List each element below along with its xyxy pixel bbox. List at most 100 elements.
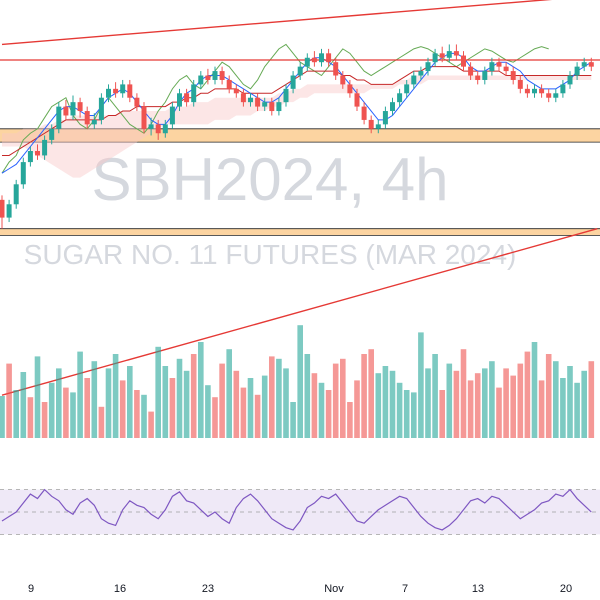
candle [468, 62, 474, 80]
candle [219, 66, 225, 85]
time-axis: 9 16 23 Nov 7 13 20 [28, 583, 572, 595]
ichimoku-cloud [2, 75, 592, 178]
candle-body [354, 93, 360, 107]
candle-body [127, 84, 133, 98]
volume-bar [141, 394, 147, 438]
candle-body [98, 97, 104, 120]
candle-body [503, 66, 509, 72]
candle-body [226, 79, 232, 89]
volume-bar [198, 342, 204, 438]
candle [262, 97, 268, 112]
volume-bar [524, 351, 531, 438]
volume-bar [148, 411, 154, 438]
candle [588, 57, 594, 72]
volume-bar [226, 349, 232, 438]
volume-bar [411, 392, 417, 438]
sr-zone [0, 228, 600, 236]
candle-body [240, 93, 246, 103]
volume-bar [261, 375, 268, 438]
candle-body [6, 204, 12, 218]
candle-body [233, 88, 239, 94]
candle-body [319, 53, 324, 63]
volume-bar [27, 397, 34, 438]
volume-bar [538, 380, 545, 438]
rsi-line [1, 488, 592, 531]
volume-bar [34, 356, 41, 438]
candle [560, 79, 566, 98]
volume-bar [460, 349, 467, 438]
volume-bar [467, 380, 474, 438]
candle-body [198, 75, 204, 85]
volume-bar [567, 366, 573, 438]
candle [184, 88, 190, 107]
candle-body [446, 51, 452, 58]
volume-bar [247, 378, 254, 438]
candle [77, 97, 83, 118]
candle-body [567, 75, 573, 85]
sr-zone [0, 128, 600, 143]
watermark: SBH2024, 4h SUGAR NO. 11 FUTURES (MAR 20… [24, 146, 517, 270]
candle-body [27, 151, 33, 163]
volume-bar [91, 361, 98, 438]
volume-bar [41, 402, 48, 438]
volume-bar [105, 368, 112, 438]
candle [191, 79, 197, 107]
candle-body [546, 93, 552, 98]
candle-body [162, 124, 168, 134]
volume-bar [176, 358, 183, 438]
candle [446, 44, 452, 63]
volume-bar [155, 346, 161, 438]
candle-body [255, 97, 261, 107]
candle-body [482, 71, 488, 80]
candle-body [326, 53, 332, 63]
candle-body [212, 71, 218, 80]
watermark-name: SUGAR NO. 11 FUTURES (MAR 2024) [24, 239, 517, 270]
candle [70, 95, 76, 120]
candle [390, 97, 395, 116]
candle [49, 124, 55, 145]
candle-body [84, 111, 90, 125]
candle-body [397, 93, 403, 103]
volume-bar [6, 363, 12, 438]
candle-body [461, 55, 466, 67]
volume-bar [162, 366, 169, 438]
candle [340, 71, 346, 89]
x-tick-label: Nov [324, 583, 344, 595]
volume-bar [0, 396, 5, 438]
candle-body [155, 124, 161, 134]
candle [382, 106, 388, 129]
candle-body [439, 53, 445, 58]
x-tick-label: 20 [560, 583, 572, 595]
x-tick-label: 23 [202, 583, 214, 595]
price-pane [0, 0, 600, 396]
candle-body [42, 139, 48, 156]
candle-body [134, 97, 140, 107]
candle [169, 102, 175, 129]
candle [91, 113, 97, 129]
candle-body [588, 62, 594, 67]
volume-bar [70, 392, 76, 438]
volume-bar [127, 366, 133, 438]
candle [546, 88, 552, 103]
candle-body [56, 106, 62, 129]
candle [482, 66, 488, 85]
volume-bar [112, 354, 119, 438]
candle [63, 99, 69, 120]
candle [425, 57, 431, 76]
candle-body [489, 62, 495, 72]
candle [212, 66, 218, 85]
volume-bar [517, 363, 524, 438]
volume-bar [325, 390, 332, 438]
volume-bar [212, 397, 218, 438]
candle [532, 84, 537, 98]
volume-bar [553, 361, 559, 438]
candle-body [269, 102, 275, 112]
candle [0, 195, 5, 229]
candle-body [453, 51, 459, 56]
volume-bar [48, 382, 55, 438]
candle [6, 199, 12, 223]
volume-bar [418, 332, 424, 438]
candle-body [532, 88, 537, 94]
candle-body [141, 106, 147, 129]
